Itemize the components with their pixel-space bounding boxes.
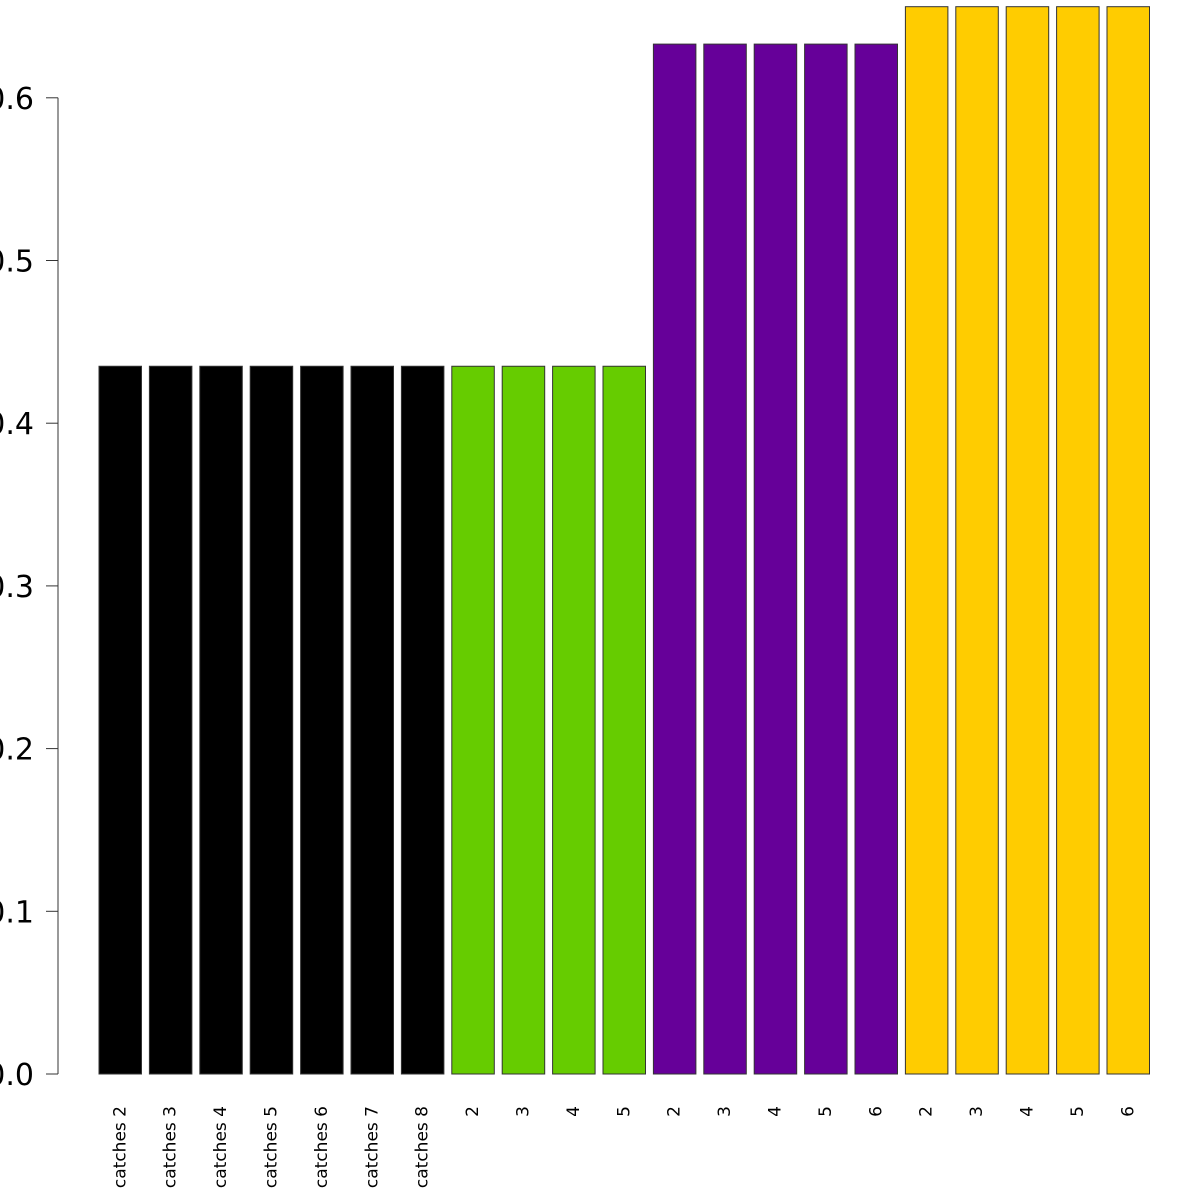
bar (652, 43, 697, 1075)
bar (1056, 6, 1100, 1075)
bar (501, 365, 546, 1075)
x-tick-label: catches 8 (413, 1106, 433, 1188)
bar (400, 365, 445, 1075)
x-tick-label: 3 (513, 1106, 533, 1117)
x-tick-label: 5 (816, 1106, 836, 1117)
x-tick-label: 5 (614, 1106, 634, 1117)
bar (1005, 6, 1050, 1075)
x-tick-label: 4 (564, 1106, 584, 1117)
bar (703, 43, 747, 1075)
x-tick-label: catches 2 (110, 1106, 130, 1188)
bar (904, 6, 949, 1075)
x-tick-label: 3 (715, 1106, 735, 1117)
bars (98, 6, 1150, 1075)
x-tick-label: 4 (765, 1106, 785, 1117)
x-tick-label: catches 3 (161, 1106, 181, 1188)
x-tick-label: catches 7 (362, 1106, 382, 1188)
x-tick-label: 6 (1118, 1106, 1138, 1117)
bar (753, 43, 798, 1075)
x-tick-label: 4 (1017, 1106, 1037, 1117)
x-tick-label: 5 (1068, 1106, 1088, 1117)
x-tick-label: 2 (665, 1106, 685, 1117)
bar (199, 365, 243, 1075)
y-tick-label: 0.1 (0, 895, 34, 930)
y-axis: 0.0 0.1 0.2 0.3 0.4 0.5 0.6 (0, 82, 58, 1093)
x-tick-label: 6 (866, 1106, 886, 1117)
bar (98, 365, 142, 1075)
x-tick-label: catches 6 (312, 1106, 332, 1188)
bar (148, 365, 193, 1075)
x-tick-label: 3 (967, 1106, 987, 1117)
bar (804, 43, 848, 1075)
x-tick-label: catches 5 (261, 1106, 281, 1188)
x-tick-label: 2 (917, 1106, 937, 1117)
bar (1106, 6, 1150, 1075)
x-tick-label: 2 (463, 1106, 483, 1117)
bar (955, 6, 999, 1075)
y-tick-label: 0.6 (0, 82, 34, 117)
bar (552, 365, 596, 1075)
y-tick-label: 0.4 (0, 407, 34, 442)
bar (350, 365, 394, 1075)
y-tick-label: 0.5 (0, 245, 34, 280)
bar (602, 365, 646, 1075)
y-tick-label: 0.3 (0, 570, 34, 605)
bar (249, 365, 294, 1075)
bar (854, 43, 898, 1075)
x-axis-labels: catches 2 catches 3 catches 4 catches 5 catc… (110, 1106, 1138, 1188)
y-tick-label: 0.2 (0, 733, 34, 768)
x-tick-label: catches 4 (211, 1106, 231, 1188)
bar (451, 365, 495, 1075)
y-tick-label: 0.0 (0, 1058, 34, 1093)
bar (300, 365, 344, 1075)
